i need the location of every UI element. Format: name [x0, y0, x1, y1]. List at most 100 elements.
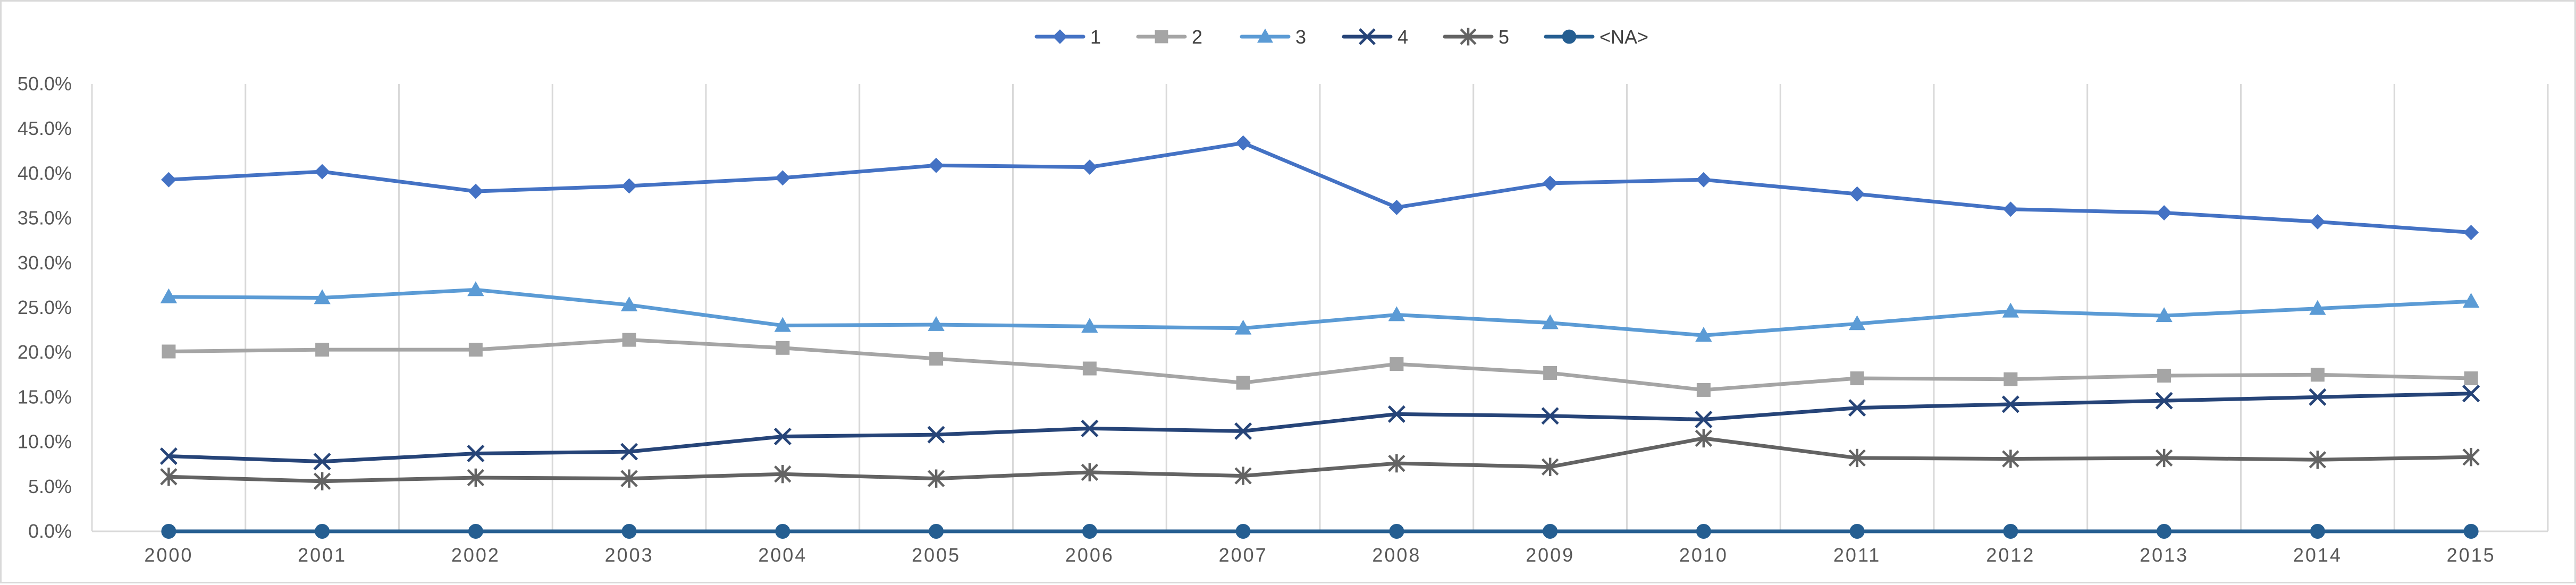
series-3-marker-1	[314, 289, 331, 304]
x-tick-label-2009: 2009	[1526, 544, 1575, 566]
series-na-marker-3	[621, 524, 637, 539]
legend-item-1: 1	[1034, 26, 1101, 48]
series-na-marker-1	[315, 524, 330, 539]
series-1-marker-5	[928, 157, 944, 173]
series-5-marker-13	[2155, 448, 2173, 468]
series-2-marker-9	[1543, 366, 1558, 380]
series-1-marker-12	[2002, 201, 2018, 217]
series-na-marker-7	[1235, 524, 1251, 539]
series-5-marker-2	[467, 468, 485, 487]
series-4-marker-7	[1234, 422, 1252, 440]
series-4-marker-6	[1081, 419, 1099, 437]
series-1-marker-10	[1696, 172, 1712, 188]
x-tick-label-2011: 2011	[1833, 544, 1881, 566]
y-tick-label-9: 45.0%	[18, 117, 72, 139]
series-5-marker-1	[313, 472, 331, 490]
y-tick-label-0: 0.0%	[28, 520, 72, 542]
series-na-marker-12	[2003, 524, 2018, 539]
series-3-marker-12	[2002, 302, 2019, 318]
series-na-marker-0	[161, 524, 176, 539]
y-tick-label-7: 35.0%	[18, 207, 72, 229]
series-2-marker-2	[468, 343, 483, 357]
series-1-marker-1	[314, 164, 330, 180]
y-tick-label-8: 40.0%	[18, 162, 72, 184]
series-4-marker-15	[2462, 385, 2480, 403]
series-na-marker-8	[1389, 524, 1404, 539]
legend-label-5: 5	[1499, 26, 1509, 48]
series-4-marker-5	[927, 426, 945, 444]
series-2-marker-14	[2310, 368, 2325, 382]
series-1-marker-15	[2463, 225, 2479, 240]
series-3-marker-0	[160, 288, 178, 303]
x-tick-label-2007: 2007	[1219, 544, 1268, 566]
x-tick-label-2003: 2003	[605, 544, 654, 566]
series-5-marker-11	[1848, 448, 1866, 468]
series-legend-1-marker-0	[1053, 29, 1067, 44]
series-3-marker-9	[1542, 314, 1559, 329]
legend-item-2: 2	[1136, 26, 1202, 48]
legend-label-3: 3	[1295, 26, 1306, 48]
x-tick-label-2000: 2000	[144, 544, 193, 566]
series-na-marker-4	[775, 524, 790, 539]
x-tick-label-2002: 2002	[451, 544, 500, 566]
series-3-marker-3	[620, 296, 638, 311]
x-tick-label-2013: 2013	[2140, 544, 2188, 566]
series-1-marker-0	[161, 172, 176, 188]
y-tick-label-1: 5.0%	[28, 476, 72, 497]
series-5-marker-4	[774, 465, 792, 484]
legend-item-5: 5	[1443, 26, 1509, 48]
series-na-marker-14	[2310, 524, 2325, 539]
series-1-marker-9	[1542, 175, 1558, 191]
legend-label-1: 1	[1090, 26, 1101, 48]
x-tick-label-2010: 2010	[1679, 544, 1728, 566]
legend-label-2: 2	[1192, 26, 1202, 48]
series-legend-3-marker-0	[1257, 28, 1274, 43]
series-3-marker-6	[1081, 318, 1098, 333]
series-5-marker-7	[1234, 467, 1252, 485]
series-4-marker-3	[620, 443, 638, 461]
series-5-marker-6	[1081, 463, 1099, 482]
series-5-marker-8	[1388, 454, 1405, 473]
series-4-marker-10	[1695, 410, 1713, 429]
series-5-marker-10	[1695, 429, 1713, 448]
y-tick-label-4: 20.0%	[18, 341, 72, 363]
series-legend-5-marker-0	[1460, 28, 1477, 46]
legend-item-3: 3	[1240, 26, 1306, 48]
series-5-marker-3	[620, 469, 638, 488]
series-3-marker-2	[467, 281, 484, 296]
series-3-marker-11	[1848, 315, 1866, 330]
series-4-marker-1	[313, 453, 331, 471]
series-1-marker-8	[1388, 199, 1404, 215]
series-na-marker-5	[929, 524, 944, 539]
series-1-line	[166, 141, 2473, 235]
series-1-marker-7	[1235, 135, 1251, 151]
series-2-marker-11	[1850, 371, 1864, 386]
series-3-marker-14	[2309, 300, 2326, 315]
series-2-marker-1	[315, 343, 330, 357]
series-3-marker-5	[928, 316, 945, 331]
series-2-marker-5	[929, 351, 944, 366]
grid-layer	[91, 84, 2549, 531]
series-na-marker-2	[468, 524, 483, 539]
x-tick-label-2004: 2004	[758, 544, 807, 566]
x-tick-label-2015: 2015	[2447, 544, 2496, 566]
y-tick-label-6: 30.0%	[18, 252, 72, 274]
series-5-marker-14	[2309, 451, 2327, 469]
series-2-marker-8	[1390, 357, 1404, 371]
series-2-line	[166, 338, 2473, 392]
series-1-marker-4	[775, 170, 790, 186]
series-3-marker-10	[1695, 327, 1712, 342]
series-2-marker-6	[1082, 361, 1097, 376]
series-4-marker-0	[159, 447, 178, 465]
series-5-marker-5	[927, 469, 945, 488]
series-2-marker-12	[2003, 372, 2018, 386]
series-1-marker-3	[621, 178, 637, 194]
series-1-marker-14	[2310, 214, 2326, 230]
x-tick-label-2005: 2005	[912, 544, 961, 566]
series-4-marker-13	[2155, 392, 2173, 410]
series-3-marker-15	[2462, 293, 2480, 308]
series-3-marker-8	[1388, 306, 1405, 321]
series-5-marker-15	[2462, 448, 2480, 467]
